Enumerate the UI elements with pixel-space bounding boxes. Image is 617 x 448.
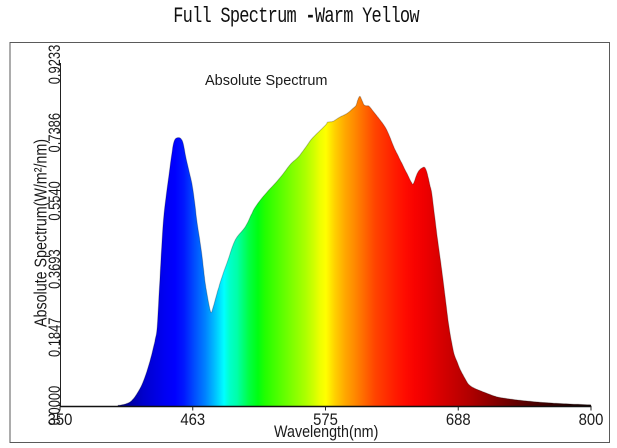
svg-text:800: 800 xyxy=(579,410,604,429)
svg-text:575: 575 xyxy=(313,410,338,429)
svg-text:0.5540: 0.5540 xyxy=(46,181,64,221)
svg-text:0.7386: 0.7386 xyxy=(46,113,64,153)
svg-text:Absolute Spectrum: Absolute Spectrum xyxy=(205,73,328,89)
svg-text:Full Spectrum -Warm Yellow: Full Spectrum -Warm Yellow xyxy=(173,4,419,29)
svg-text:Wavelength(nm): Wavelength(nm) xyxy=(274,422,378,441)
svg-text:350: 350 xyxy=(48,410,73,429)
svg-text:0.0000: 0.0000 xyxy=(46,386,64,426)
svg-text:0.1847: 0.1847 xyxy=(46,318,64,358)
svg-text:463: 463 xyxy=(180,410,205,429)
svg-text:Absolute Spectrum(W/m²/nm): Absolute Spectrum(W/m²/nm) xyxy=(30,139,50,327)
svg-text:688: 688 xyxy=(446,410,471,429)
svg-text:0.9233: 0.9233 xyxy=(46,45,64,84)
svg-text:0.3693: 0.3693 xyxy=(46,249,64,289)
